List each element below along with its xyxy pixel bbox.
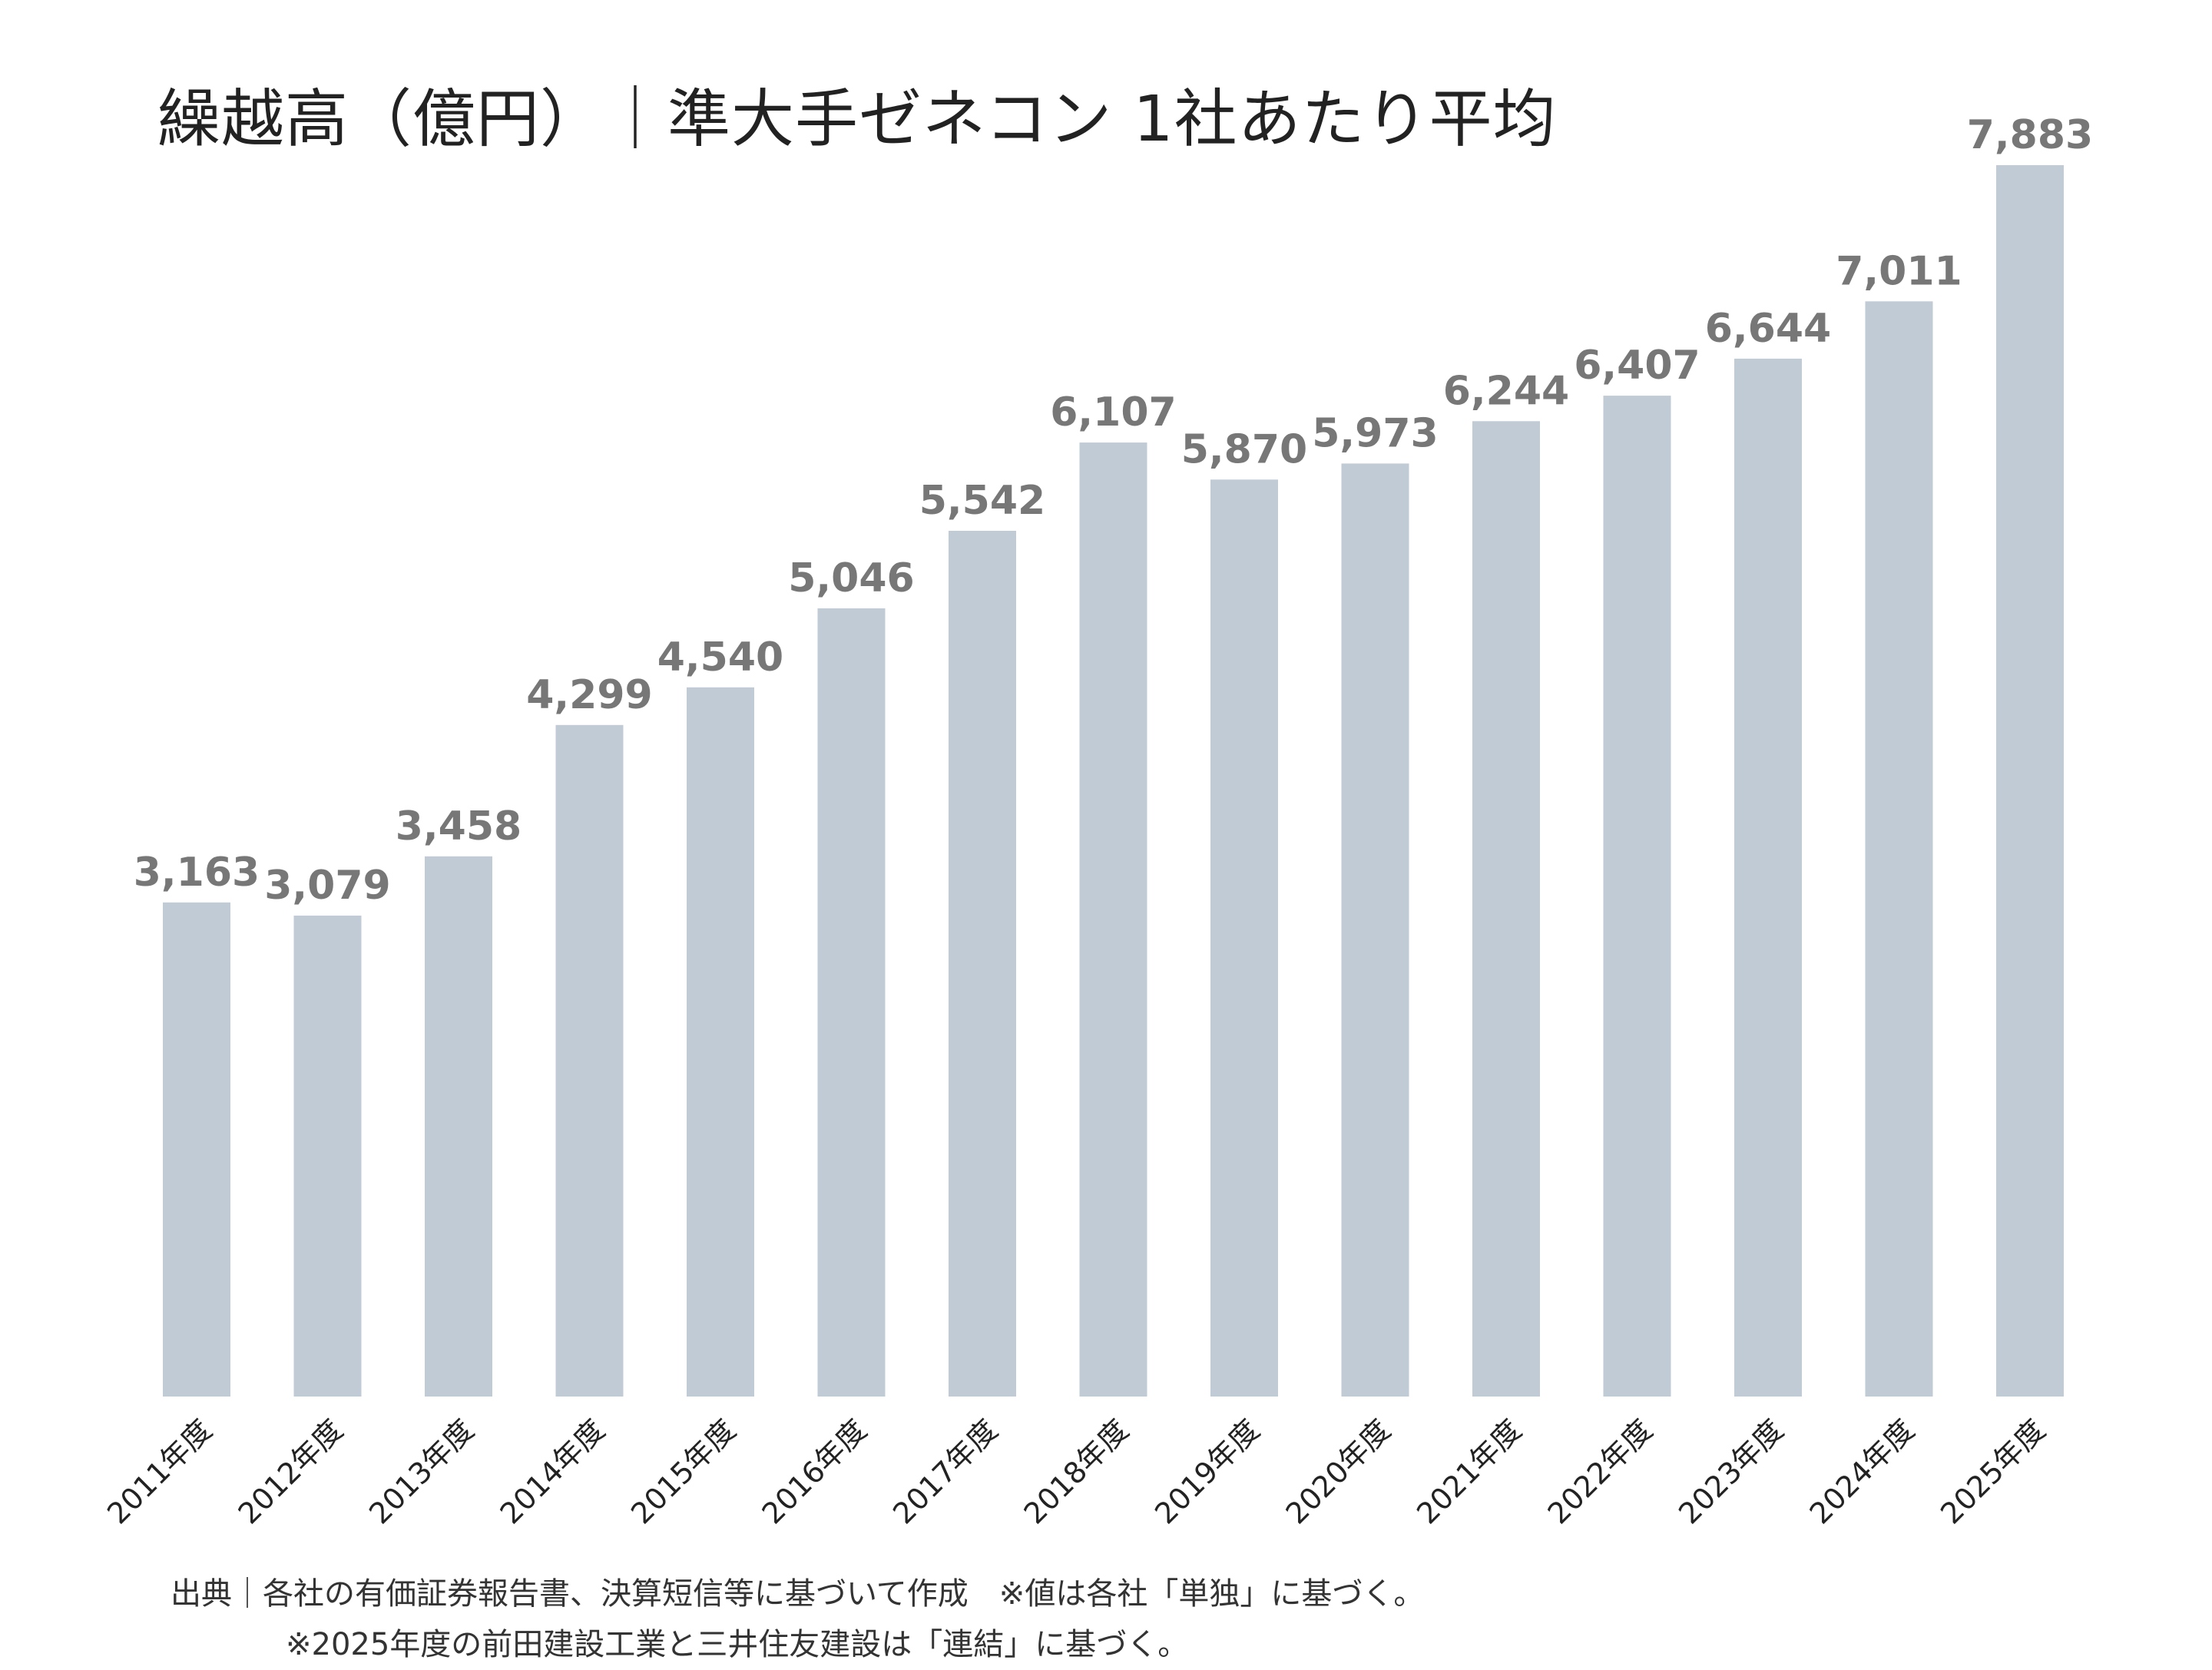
source-note-line-2: ※2025年度の前田建設工業と三井住友建設は「連結」に基づく。	[286, 1627, 1189, 1662]
x-tick-label: 2023年度	[1672, 1413, 1790, 1530]
data-label-2014年度: 4,299	[526, 672, 652, 718]
x-tick-label: 2021年度	[1410, 1413, 1528, 1530]
x-tick-label: 2017年度	[886, 1413, 1004, 1530]
x-tick-label: 2025年度	[1934, 1413, 2051, 1530]
bar-2019年度	[1210, 479, 1278, 1397]
data-label-2023年度: 6,644	[1705, 306, 1831, 352]
data-label-2024年度: 7,011	[1836, 248, 1962, 294]
bar-2025年度	[1996, 165, 2064, 1397]
x-tick-label: 2015年度	[624, 1413, 742, 1530]
x-tick-label: 2020年度	[1280, 1413, 1397, 1530]
bar-2017年度	[949, 531, 1016, 1397]
chart-title: 繰越高（億円）｜準大手ゼネコン 1社あたり平均	[157, 83, 1557, 156]
data-label-2025年度: 7,883	[1967, 112, 2093, 158]
bar-2023年度	[1734, 358, 1802, 1397]
data-label-2012年度: 3,079	[264, 863, 390, 909]
data-label-2020年度: 5,973	[1312, 410, 1438, 456]
data-label-2017年度: 5,542	[919, 478, 1045, 524]
x-tick-label: 2024年度	[1803, 1413, 1921, 1530]
data-label-2018年度: 6,107	[1050, 389, 1176, 436]
data-label-2016年度: 5,046	[788, 555, 914, 601]
data-label-2015年度: 4,540	[657, 635, 783, 681]
bar-2021年度	[1472, 421, 1540, 1397]
bar-2018年度	[1079, 442, 1147, 1397]
data-label-2022年度: 6,407	[1574, 343, 1700, 389]
bar-2011年度	[163, 902, 230, 1397]
x-tick-label: 2012年度	[232, 1413, 349, 1530]
bar-2015年度	[687, 687, 754, 1397]
x-tick-label: 2022年度	[1541, 1413, 1659, 1530]
data-label-2011年度: 3,163	[134, 850, 260, 896]
x-tick-label: 2019年度	[1148, 1413, 1266, 1530]
bar-2012年度	[293, 915, 362, 1397]
data-label-2019年度: 5,870	[1181, 426, 1307, 472]
bar-2014年度	[555, 724, 624, 1397]
bar-2020年度	[1341, 463, 1409, 1397]
data-label-2021年度: 6,244	[1443, 368, 1569, 414]
bar-2013年度	[425, 856, 492, 1397]
source-note-line-1: 出典｜各社の有価証券報告書、決算短信等に基づいて作成 ※値は各社「単独」に基づく…	[171, 1576, 1425, 1612]
x-tick-label: 2013年度	[363, 1413, 480, 1530]
x-tick-label: 2014年度	[494, 1413, 611, 1530]
source-note: 出典｜各社の有価証券報告書、決算短信等に基づいて作成 ※値は各社「単独」に基づく…	[171, 1569, 1424, 1670]
bar-2024年度	[1865, 301, 1933, 1397]
bar-2022年度	[1603, 396, 1671, 1397]
x-tick-label: 2016年度	[756, 1413, 873, 1530]
x-tick-label: 2011年度	[101, 1413, 218, 1530]
x-tick-label: 2018年度	[1018, 1413, 1135, 1530]
data-label-2013年度: 3,458	[396, 804, 522, 850]
bar-2016年度	[817, 608, 886, 1397]
